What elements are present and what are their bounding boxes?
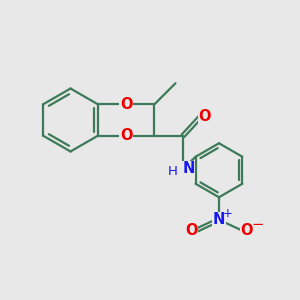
Text: O: O: [241, 223, 253, 238]
Text: O: O: [120, 97, 132, 112]
Text: O: O: [120, 128, 132, 143]
Text: +: +: [222, 207, 232, 220]
Text: O: O: [198, 109, 211, 124]
Text: N: N: [182, 161, 195, 176]
Text: H: H: [167, 165, 177, 178]
Text: O: O: [185, 223, 197, 238]
Text: −: −: [252, 217, 264, 232]
Text: N: N: [213, 212, 225, 227]
